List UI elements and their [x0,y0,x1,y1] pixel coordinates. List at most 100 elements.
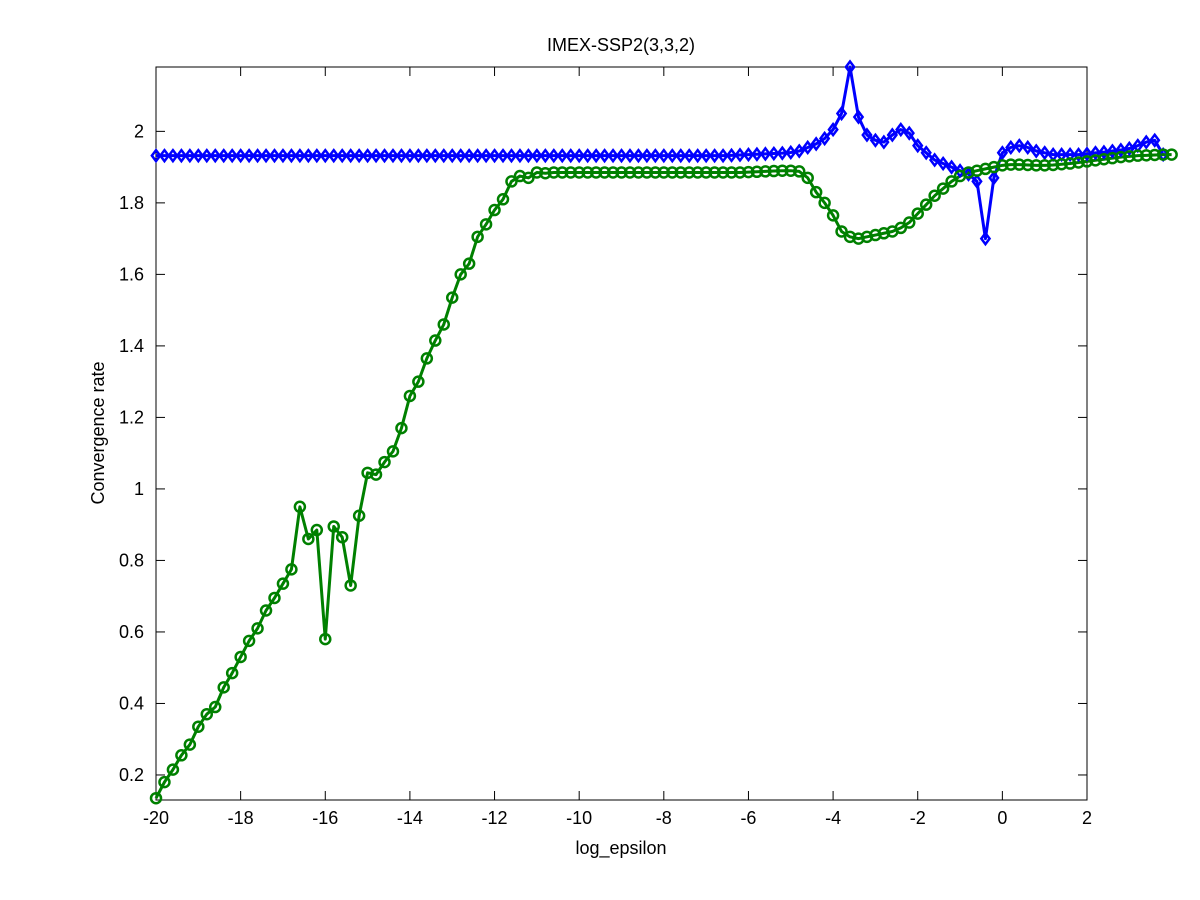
series-1-diamond-marker [167,148,179,164]
series-2-circle-marker [801,171,814,185]
series-1-diamond-marker [1030,143,1042,159]
series-1-diamond-marker [1123,140,1136,157]
series-2-circle-marker [1114,150,1128,164]
series-1-diamond-marker [412,148,425,164]
series-1-diamond-marker [1098,144,1110,160]
series-1-diamond-marker [751,146,763,162]
series-1-diamond-marker [945,159,958,175]
series-2-circle-marker [589,166,603,179]
series-2-circle-marker [869,228,882,242]
series-1-diamond-marker [260,148,272,164]
series-2-circle-marker [412,375,425,388]
series-2-circle-marker [158,775,171,789]
y-axis-label: Convergence rate [88,361,108,504]
series-2-circle-marker [285,563,298,576]
series-2-circle-marker [522,171,535,185]
series-2-circle-marker [1140,149,1153,162]
series-1-diamond-marker [708,148,721,164]
series-1-diamond-marker [632,148,645,164]
series-1-diamond-marker [937,155,949,172]
series-2-circle-marker [996,159,1009,172]
series-2-circle-marker [217,681,230,694]
series-1-diamond-marker [852,109,865,125]
series-2-circle-marker [987,160,1001,174]
series-1-diamond-marker [996,145,1009,161]
series-1-diamond-marker [353,148,365,164]
series-1-diamond-marker [471,148,484,164]
series-2-circle-marker [623,166,637,179]
series-2-circle-marker [784,164,798,177]
series-2-circle-marker [843,230,857,244]
series-2-line [154,153,1172,799]
series-1-diamond-marker [1013,138,1025,154]
series-1-diamond-marker [920,145,932,161]
series-2-circle-marker [1072,156,1085,169]
series-1-diamond-marker [201,148,213,164]
plot-area [155,66,1088,801]
series-1-diamond-marker [1115,142,1127,158]
series-1-diamond-marker [285,148,298,164]
x-tick-label: -14 [397,808,423,828]
axis-ticks: -20 -18 -16 -14 -12 -10 -8 -6 -4 -2 0 20.20.40.60.8… [119,67,1092,828]
series-2-circle-marker [1165,148,1178,161]
series-2-circle-marker [268,591,281,605]
series-2-circle-marker [1106,151,1119,165]
series-1-diamond-marker [1072,147,1085,163]
series-2-circle-marker [352,509,366,522]
y-tick-label: 1.4 [119,336,144,356]
series-1-diamond-marker [395,148,408,164]
series-1-diamond-marker [243,148,255,164]
series-2-circle-marker [479,218,493,231]
series-1-diamond-marker [277,148,289,164]
series-2-circle-marker [1038,159,1051,172]
series-2-circle-marker [682,166,696,179]
series-1-diamond-marker [818,130,831,147]
series-2-circle-marker [1029,159,1043,172]
series-2-circle-marker [1046,158,1060,172]
y-tick-label: 1.8 [119,193,144,213]
x-tick-label: -10 [566,808,592,828]
series-2-circle-marker [454,268,467,281]
series-2-circle-marker [445,291,459,304]
series-1-diamond-marker [1064,147,1076,163]
series-1-diamond-marker [861,127,873,143]
series-2-circle-marker [835,225,848,238]
x-tick-label: -12 [482,808,508,828]
series-1-diamond-marker [581,148,594,164]
series-1-diamond-marker [725,147,738,163]
x-tick-label: -18 [228,808,254,828]
y-tick-label: 1.2 [119,407,144,427]
series-1-diamond-marker [683,148,695,164]
series-2-circle-marker [742,165,755,179]
series-2-circle-marker [699,166,713,179]
series-2-circle-marker [733,166,747,179]
series-1-diamond-marker [565,148,577,164]
series-1-diamond-marker [328,148,340,164]
series-2-circle-marker [979,162,992,176]
series-1-diamond-marker [988,170,1000,186]
series-1-diamond-marker [344,148,357,164]
series-1-diamond-marker [759,146,772,162]
series-1-diamond-marker [658,148,670,164]
series-1-diamond-marker [497,148,509,164]
series-1-diamond-marker [531,148,543,164]
series-1-diamond-marker [175,148,188,164]
series-1-diamond-marker [294,148,306,164]
series-2-circle-marker [936,182,950,195]
x-tick-label: 2 [1082,808,1092,828]
series-2-circle-marker [513,169,527,183]
series-1-diamond-marker [209,148,221,164]
series-1-diamond-marker [387,148,399,164]
series-2-circle-marker [183,738,197,751]
series-1-diamond-marker [878,134,890,150]
series-1-diamond-marker [158,148,171,164]
series-2-circle-marker [242,634,256,648]
series-1-diamond-marker [184,148,196,164]
series-2-circle-marker [945,175,958,188]
series-2-circle-marker [1063,157,1077,170]
x-tick-label: -6 [740,808,756,828]
series-1-diamond-marker [361,148,374,164]
x-tick-label: -20 [143,808,169,828]
series-2-circle-marker [200,707,214,721]
series-2-circle-marker [903,216,916,229]
